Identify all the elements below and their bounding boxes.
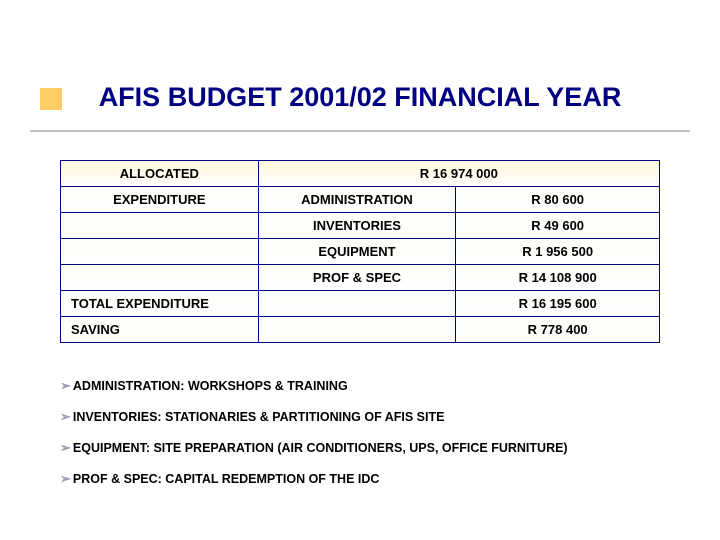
note-item: ➢PROF & SPEC: CAPITAL REDEMPTION OF THE … (60, 471, 680, 488)
table-cell (61, 239, 259, 265)
table-row: EXPENDITUREADMINISTRATIONR 80 600 (61, 187, 660, 213)
note-text: EQUIPMENT: SITE PREPARATION (AIR CONDITI… (73, 441, 568, 455)
table-cell: R 16 195 600 (456, 291, 660, 317)
slide-title-wrap: AFIS BUDGET 2001/02 FINANCIAL YEAR (30, 82, 690, 113)
table-cell (258, 291, 456, 317)
title-underline-rule (30, 130, 690, 132)
chevron-right-icon: ➢ (60, 471, 71, 486)
table-cell: SAVING (61, 317, 259, 343)
table-cell: R 1 956 500 (456, 239, 660, 265)
table-cell: R 778 400 (456, 317, 660, 343)
chevron-right-icon: ➢ (60, 409, 71, 424)
table-row: INVENTORIESR 49 600 (61, 213, 660, 239)
table-cell: TOTAL EXPENDITURE (61, 291, 259, 317)
slide-title: AFIS BUDGET 2001/02 FINANCIAL YEAR (30, 82, 690, 113)
table-cell: INVENTORIES (258, 213, 456, 239)
table-row: EQUIPMENTR 1 956 500 (61, 239, 660, 265)
table-cell: R 14 108 900 (456, 265, 660, 291)
table-cell: EXPENDITURE (61, 187, 259, 213)
budget-table: ALLOCATEDR 16 974 000EXPENDITUREADMINIST… (60, 160, 660, 343)
table-row: TOTAL EXPENDITURE R 16 195 600 (61, 291, 660, 317)
chevron-right-icon: ➢ (60, 440, 71, 455)
table-cell (61, 213, 259, 239)
table-row: ALLOCATEDR 16 974 000 (61, 161, 660, 187)
note-item: ➢EQUIPMENT: SITE PREPARATION (AIR CONDIT… (60, 440, 680, 457)
table-row: SAVING R 778 400 (61, 317, 660, 343)
table-cell: PROF & SPEC (258, 265, 456, 291)
table-cell (61, 265, 259, 291)
table-cell (258, 317, 456, 343)
table-row: PROF & SPECR 14 108 900 (61, 265, 660, 291)
note-text: INVENTORIES: STATIONARIES & PARTITIONING… (73, 410, 445, 424)
table-cell: ADMINISTRATION (258, 187, 456, 213)
table-cell: R 80 600 (456, 187, 660, 213)
notes-list: ➢ADMINISTRATION: WORKSHOPS & TRAINING➢IN… (60, 378, 680, 502)
note-text: PROF & SPEC: CAPITAL REDEMPTION OF THE I… (73, 472, 380, 486)
note-item: ➢ADMINISTRATION: WORKSHOPS & TRAINING (60, 378, 680, 395)
note-item: ➢INVENTORIES: STATIONARIES & PARTITIONIN… (60, 409, 680, 426)
budget-table-body: ALLOCATEDR 16 974 000EXPENDITUREADMINIST… (61, 161, 660, 343)
table-cell: R 16 974 000 (258, 161, 659, 187)
chevron-right-icon: ➢ (60, 378, 71, 393)
table-cell: EQUIPMENT (258, 239, 456, 265)
table-cell: ALLOCATED (61, 161, 259, 187)
table-cell: R 49 600 (456, 213, 660, 239)
note-text: ADMINISTRATION: WORKSHOPS & TRAINING (73, 379, 348, 393)
